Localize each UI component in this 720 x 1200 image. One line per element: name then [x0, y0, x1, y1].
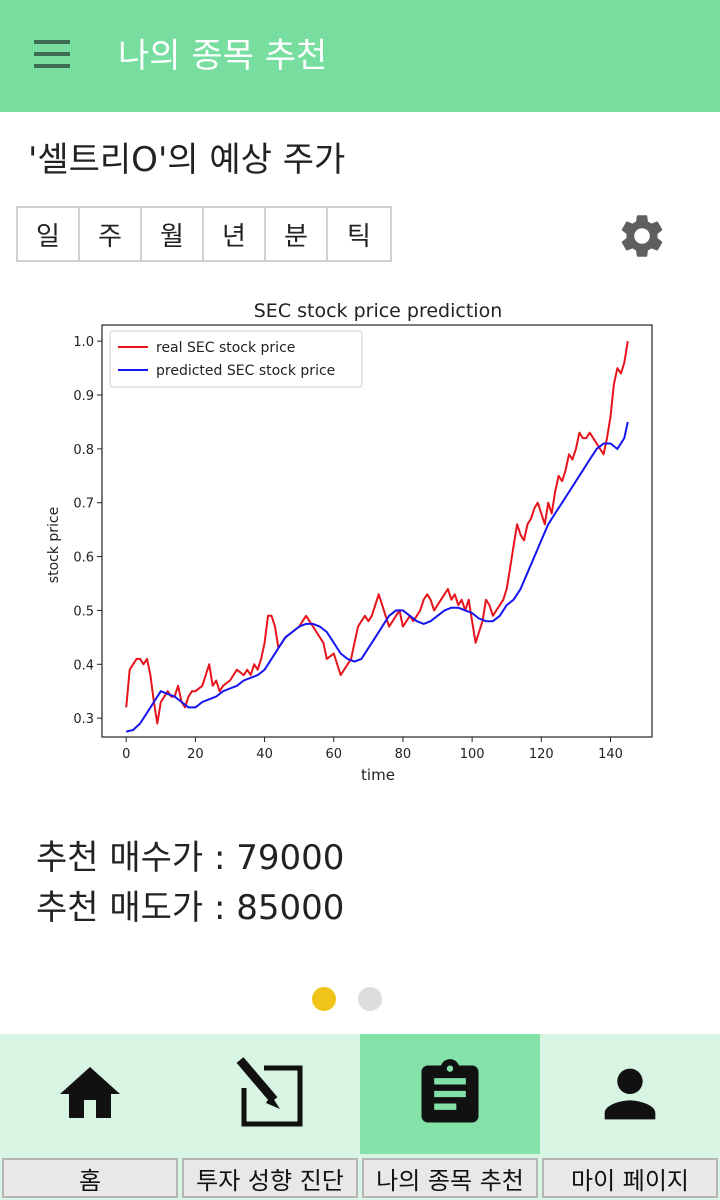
tab-tick[interactable]: 틱	[328, 208, 390, 260]
nav-label-investment-survey: 투자 성향 진단	[182, 1158, 358, 1198]
legend-label: real SEC stock price	[156, 340, 295, 356]
chart-legend	[109, 330, 363, 388]
y-tick-label: 0.7	[73, 497, 94, 512]
menu-icon[interactable]	[34, 40, 70, 68]
x-tick-label: 40	[256, 747, 273, 762]
gear-icon[interactable]	[616, 210, 668, 262]
page-dot[interactable]	[358, 987, 382, 1011]
nav-item-investment-survey[interactable]: 투자 성향 진단	[180, 1034, 360, 1200]
tab-minute[interactable]: 분	[266, 208, 328, 260]
y-tick-label: 0.3	[73, 712, 94, 727]
x-tick-label: 20	[187, 747, 204, 762]
recommended-buy-price: 추천 매수가 : 79000	[36, 838, 345, 878]
y-tick-label: 0.6	[73, 551, 94, 566]
app-bar-title: 나의 종목 추천	[118, 36, 328, 76]
tab-week[interactable]: 주	[80, 208, 142, 260]
x-tick-label: 0	[122, 747, 130, 762]
nav-label-home: 홈	[2, 1158, 178, 1198]
period-tab-group: 일 주 월 년 분 틱	[16, 206, 392, 262]
nav-label-my-page: 마이 페이지	[542, 1158, 718, 1198]
legend-label: predicted SEC stock price	[156, 363, 335, 379]
tab-year[interactable]: 년	[204, 208, 266, 260]
stock-prediction-chart: SEC stock price prediction stock price t…	[46, 300, 653, 784]
chart-axes-frame	[101, 324, 653, 738]
x-tick-label: 140	[598, 747, 623, 762]
y-tick-label: 1.0	[73, 335, 94, 350]
app-bar: 나의 종목 추천	[0, 0, 720, 112]
chart-plot-area: 0 20 40 60 80 100 120 140 0.3 0.4 0.5 0.6 0.7 0.8 0.9 1…	[73, 324, 653, 762]
chart-title: SEC stock price prediction	[254, 300, 502, 322]
person-icon	[604, 1068, 656, 1120]
y-tick-label: 0.4	[73, 658, 94, 673]
bottom-navigation: 홈 투자 성향 진단 나의 종목 추천 마이 페이지	[0, 1034, 720, 1200]
nav-label-my-recommendations: 나의 종목 추천	[362, 1158, 538, 1198]
chart-y-axis-label: stock price	[46, 507, 62, 583]
x-tick-label: 80	[395, 747, 412, 762]
page-dot-active[interactable]	[312, 987, 336, 1011]
recommended-sell-price: 추천 매도가 : 85000	[36, 888, 345, 928]
y-tick-label: 0.9	[73, 389, 94, 404]
page-indicator	[312, 987, 382, 1011]
tab-day[interactable]: 일	[18, 208, 80, 260]
x-tick-label: 100	[460, 747, 485, 762]
tab-month[interactable]: 월	[142, 208, 204, 260]
series-real-line	[125, 341, 629, 725]
page-title: '셀트리O'의 예상 주가	[28, 140, 346, 180]
nav-item-my-page[interactable]: 마이 페이지	[540, 1034, 720, 1200]
chart-x-axis-label: time	[361, 766, 395, 784]
edit-icon	[236, 1057, 303, 1127]
home-icon	[60, 1067, 120, 1118]
nav-item-home[interactable]: 홈	[0, 1034, 180, 1200]
x-tick-label: 120	[529, 747, 554, 762]
clipboard-icon	[421, 1059, 479, 1123]
y-tick-label: 0.8	[73, 443, 94, 458]
y-tick-label: 0.5	[73, 604, 94, 619]
x-tick-label: 60	[325, 747, 342, 762]
series-predicted-line	[125, 421, 629, 733]
nav-item-my-recommendations[interactable]: 나의 종목 추천	[360, 1034, 540, 1200]
